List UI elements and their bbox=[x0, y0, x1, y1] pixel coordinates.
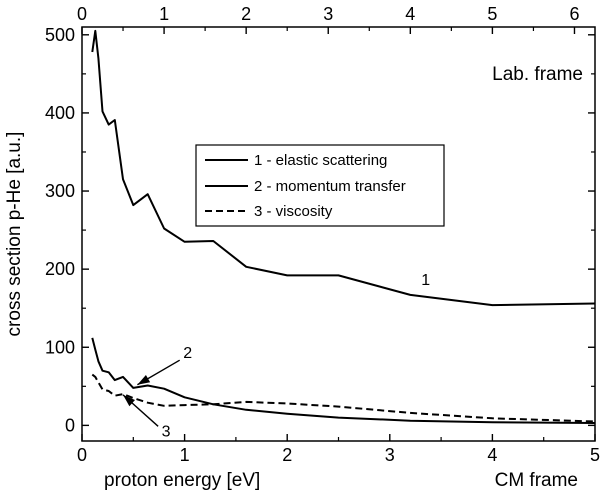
top-axis-ticks: 0 1 2 3 4 5 6 bbox=[77, 4, 579, 34]
annotation-label-1: 1 bbox=[421, 272, 430, 289]
legend-label-2: 2 - momentum transfer bbox=[254, 178, 406, 195]
legend: 1 - elastic scattering 2 - momentum tran… bbox=[195, 144, 445, 227]
annotation-label-2: 2 bbox=[183, 345, 192, 362]
x-bottom-frame-label: CM frame bbox=[495, 470, 578, 491]
series-line-3 bbox=[91, 373, 596, 423]
plot-frame bbox=[81, 26, 596, 442]
y-axis-ticks: 0 100 200 300 400 500 bbox=[45, 25, 595, 435]
x-tick-label: 4 bbox=[487, 445, 497, 465]
top-tick-label: 2 bbox=[241, 4, 251, 24]
series-line-1 bbox=[91, 29, 596, 307]
y-tick-label: 200 bbox=[45, 259, 75, 279]
series-layer bbox=[91, 29, 596, 424]
x-tick-label: 5 bbox=[590, 445, 600, 465]
y-tick-label: 500 bbox=[45, 25, 75, 45]
y-axis-title: cross section p-He [a.u.] bbox=[4, 132, 25, 337]
x-tick-label: 2 bbox=[282, 445, 292, 465]
legend-label-3: 3 - viscosity bbox=[254, 203, 333, 220]
y-tick-label: 100 bbox=[45, 337, 75, 357]
x-tick-label: 0 bbox=[77, 445, 87, 465]
y-tick-label: 0 bbox=[65, 415, 75, 435]
annotation-layer: 1 2 3 bbox=[122, 272, 430, 440]
legend-label-1: 1 - elastic scattering bbox=[254, 152, 387, 169]
series-line-2 bbox=[91, 337, 596, 424]
y-tick-label: 400 bbox=[45, 103, 75, 123]
top-tick-label: 1 bbox=[159, 4, 169, 24]
top-tick-label: 4 bbox=[405, 4, 415, 24]
x-tick-label: 3 bbox=[385, 445, 395, 465]
annotation-label-3: 3 bbox=[162, 423, 171, 440]
x-top-frame-label: Lab. frame bbox=[492, 64, 583, 85]
annotation-arrow-head-2 bbox=[137, 374, 151, 385]
annotation-arrow-head-3 bbox=[123, 394, 136, 407]
top-tick-label: 6 bbox=[569, 4, 579, 24]
x-tick-label: 1 bbox=[180, 445, 190, 465]
top-tick-label: 3 bbox=[323, 4, 333, 24]
bottom-axis-ticks: 0 1 2 3 4 5 bbox=[77, 434, 600, 465]
top-tick-label: 5 bbox=[487, 4, 497, 24]
x-axis-title: proton energy [eV] bbox=[104, 470, 260, 491]
top-tick-label: 0 bbox=[77, 4, 87, 24]
y-tick-label: 300 bbox=[45, 181, 75, 201]
